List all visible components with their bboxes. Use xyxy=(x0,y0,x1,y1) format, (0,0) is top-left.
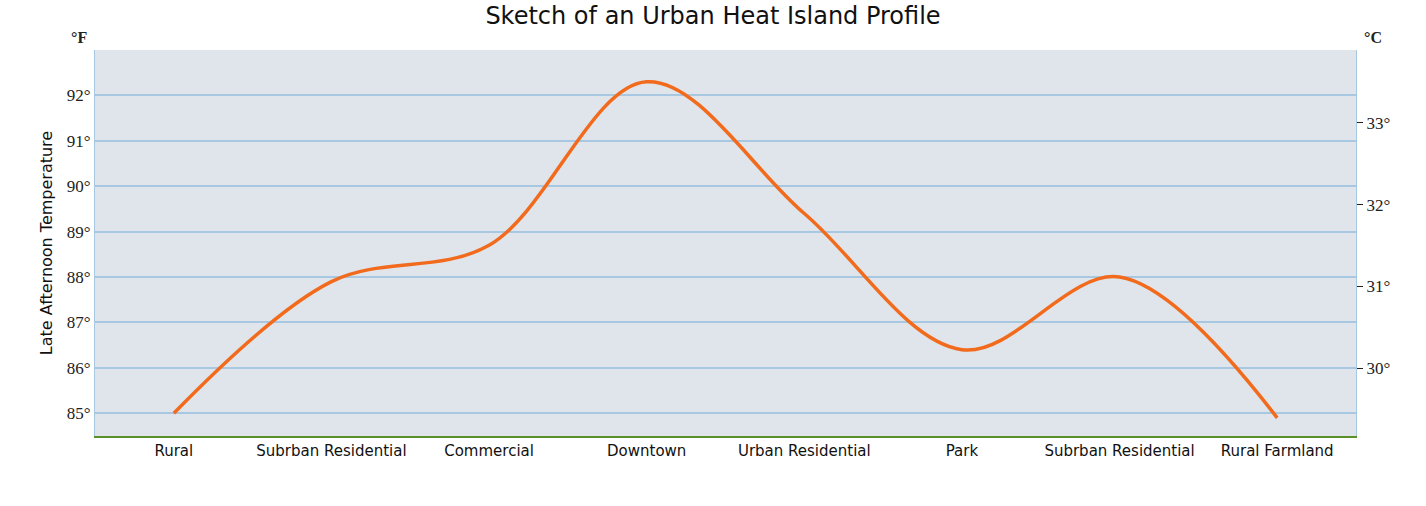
svg-text:°F: °F xyxy=(71,29,87,46)
svg-text:86°: 86° xyxy=(67,359,91,378)
svg-text:88°: 88° xyxy=(67,268,91,287)
svg-text:Sketch of an Urban Heat Island: Sketch of an Urban Heat Island Profile xyxy=(485,2,940,30)
svg-text:Subrban Residential: Subrban Residential xyxy=(256,442,406,460)
svg-text:85°: 85° xyxy=(67,404,91,423)
svg-text:91°: 91° xyxy=(67,132,91,151)
svg-text:92°: 92° xyxy=(67,86,91,105)
svg-text:Late Afternoon Temperature: Late Afternoon Temperature xyxy=(37,131,56,355)
svg-text:Commercial: Commercial xyxy=(444,442,534,460)
svg-text:Rural: Rural xyxy=(154,442,193,460)
svg-text:Rural Farmland: Rural Farmland xyxy=(1221,442,1334,460)
svg-text:87°: 87° xyxy=(67,313,91,332)
svg-text:Urban Residential: Urban Residential xyxy=(738,442,871,460)
svg-text:Park: Park xyxy=(946,442,979,460)
svg-text:89°: 89° xyxy=(67,223,91,242)
svg-text:30°: 30° xyxy=(1366,359,1390,378)
svg-text:33°: 33° xyxy=(1366,114,1390,133)
svg-text:Subrban Residential: Subrban Residential xyxy=(1044,442,1194,460)
svg-text:Downtown: Downtown xyxy=(607,442,686,460)
svg-text:32°: 32° xyxy=(1366,196,1390,215)
svg-text:31°: 31° xyxy=(1366,277,1390,296)
svg-text:°C: °C xyxy=(1364,29,1382,46)
svg-text:90°: 90° xyxy=(67,177,91,196)
